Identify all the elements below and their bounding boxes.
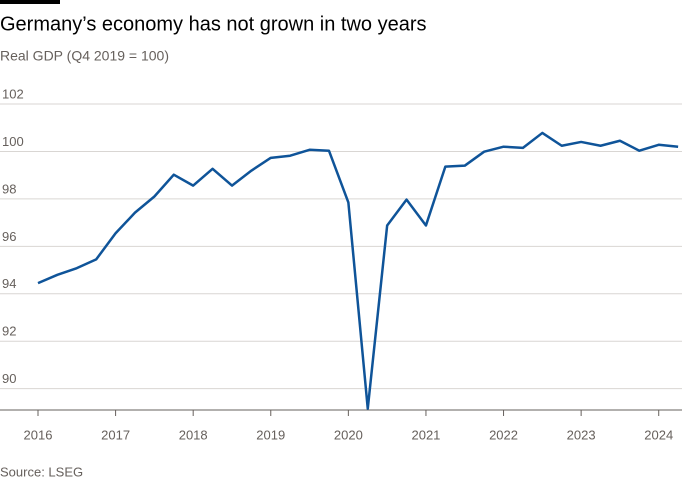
x-tick-label: 2017 bbox=[101, 427, 130, 442]
y-tick-label: 102 bbox=[2, 86, 24, 101]
x-tick-label: 2021 bbox=[411, 427, 440, 442]
chart-title: Germany’s economy has not grown in two y… bbox=[0, 13, 427, 35]
x-tick-label: 2022 bbox=[489, 427, 518, 442]
chart-subtitle: Real GDP (Q4 2019 = 100) bbox=[0, 48, 169, 64]
x-tick-label: 2019 bbox=[256, 427, 285, 442]
y-tick-label: 98 bbox=[2, 181, 16, 196]
x-tick-label: 2024 bbox=[644, 427, 673, 442]
x-tick-label: 2023 bbox=[567, 427, 596, 442]
y-tick-label: 94 bbox=[2, 276, 16, 291]
y-tick-label: 100 bbox=[2, 134, 24, 149]
y-tick-label: 92 bbox=[2, 324, 16, 339]
line-series bbox=[37, 131, 679, 410]
x-tick-label: 2016 bbox=[24, 427, 53, 442]
brand-bar bbox=[0, 0, 60, 4]
x-tick-label: 2020 bbox=[334, 427, 363, 442]
source: Source: LSEG bbox=[0, 464, 83, 479]
y-tick-label: 90 bbox=[2, 371, 16, 386]
y-tick-label: 96 bbox=[2, 229, 16, 244]
x-tick-label: 2018 bbox=[179, 427, 208, 442]
